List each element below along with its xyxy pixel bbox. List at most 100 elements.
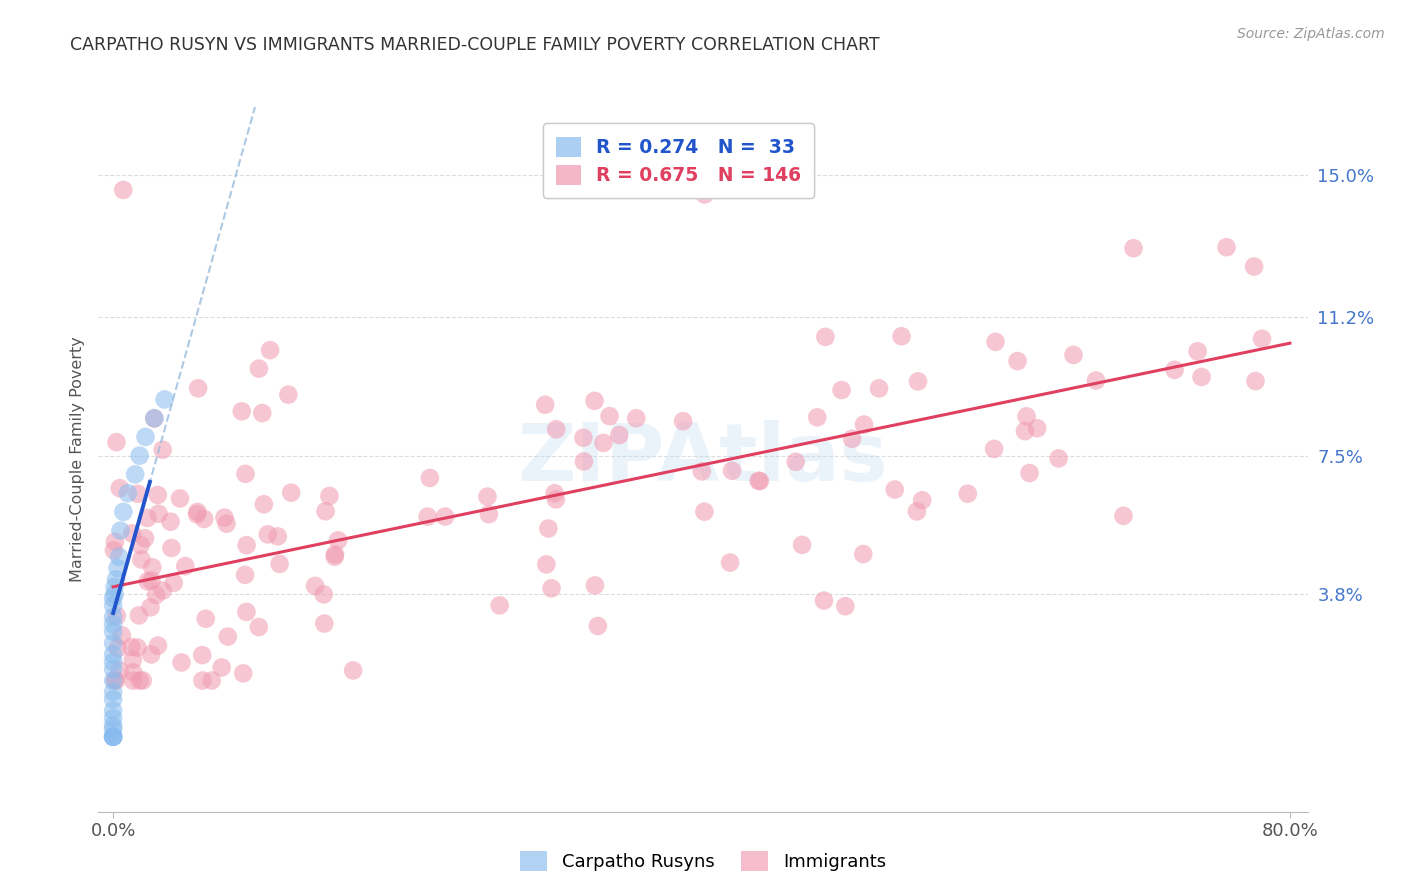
Point — [105, 572, 128, 586]
Point — [868, 381, 890, 395]
Point — [101, 648, 124, 662]
Point — [191, 673, 214, 688]
Point — [253, 497, 276, 511]
Point — [107, 641, 129, 656]
Point — [592, 436, 614, 450]
Point — [280, 485, 302, 500]
Point — [152, 583, 174, 598]
Point — [128, 608, 150, 623]
Point — [806, 410, 828, 425]
Point — [105, 435, 128, 450]
Point — [478, 508, 501, 522]
Point — [984, 334, 1007, 349]
Point — [101, 609, 124, 624]
Point — [983, 442, 1005, 456]
Point — [112, 183, 135, 197]
Point — [101, 730, 124, 744]
Point — [693, 187, 716, 202]
Point — [233, 567, 256, 582]
Point — [318, 489, 340, 503]
Point — [905, 504, 928, 518]
Point — [572, 431, 595, 445]
Point — [101, 711, 124, 725]
Point — [748, 474, 770, 488]
Point — [169, 491, 191, 506]
Point — [626, 411, 648, 425]
Point — [477, 490, 499, 504]
Point — [191, 648, 214, 662]
Point — [122, 665, 145, 680]
Point — [1187, 344, 1209, 359]
Point — [187, 381, 209, 395]
Point — [129, 538, 152, 552]
Point — [101, 730, 124, 744]
Point — [103, 543, 125, 558]
Point — [315, 504, 337, 518]
Point — [101, 617, 124, 632]
Point — [148, 507, 170, 521]
Point — [831, 383, 853, 397]
Point — [101, 730, 124, 744]
Point — [146, 639, 169, 653]
Point — [104, 673, 127, 688]
Point — [143, 411, 166, 425]
Point — [101, 624, 124, 639]
Point — [911, 493, 934, 508]
Point — [108, 481, 131, 495]
Point — [174, 559, 197, 574]
Point — [314, 616, 336, 631]
Legend: R = 0.274   N =  33, R = 0.675   N = 146: R = 0.274 N = 33, R = 0.675 N = 146 — [543, 123, 814, 198]
Point — [201, 673, 224, 688]
Point — [105, 608, 128, 623]
Point — [186, 505, 208, 519]
Point — [607, 428, 630, 442]
Point — [231, 404, 253, 418]
Point — [304, 579, 326, 593]
Point — [1251, 332, 1274, 346]
Point — [853, 417, 876, 432]
Point — [718, 556, 741, 570]
Point — [101, 636, 124, 650]
Point — [813, 593, 835, 607]
Point — [101, 692, 124, 706]
Point — [1215, 240, 1237, 254]
Point — [141, 560, 163, 574]
Point — [534, 398, 557, 412]
Point — [211, 660, 233, 674]
Point — [152, 442, 174, 457]
Point — [907, 375, 929, 389]
Point — [1112, 508, 1135, 523]
Point — [134, 531, 156, 545]
Text: CARPATHO RUSYN VS IMMIGRANTS MARRIED-COUPLE FAMILY POVERTY CORRELATION CHART: CARPATHO RUSYN VS IMMIGRANTS MARRIED-COU… — [70, 36, 880, 54]
Point — [434, 509, 457, 524]
Point — [160, 541, 183, 555]
Point — [215, 516, 238, 531]
Point — [104, 673, 127, 688]
Point — [1007, 354, 1029, 368]
Point — [153, 392, 176, 407]
Point — [101, 730, 124, 744]
Point — [131, 552, 153, 566]
Point — [136, 511, 159, 525]
Y-axis label: Married-Couple Family Poverty: Married-Couple Family Poverty — [69, 336, 84, 582]
Point — [101, 673, 124, 688]
Point — [101, 723, 124, 737]
Point — [146, 488, 169, 502]
Point — [312, 587, 335, 601]
Point — [104, 587, 127, 601]
Point — [132, 673, 155, 688]
Point — [583, 578, 606, 592]
Point — [136, 574, 159, 589]
Point — [122, 673, 145, 688]
Point — [117, 486, 139, 500]
Point — [1015, 409, 1038, 424]
Point — [834, 599, 856, 614]
Point — [1018, 466, 1040, 480]
Point — [111, 628, 134, 642]
Point — [572, 454, 595, 468]
Point — [134, 430, 156, 444]
Point — [141, 648, 163, 662]
Point — [790, 538, 813, 552]
Point — [139, 600, 162, 615]
Point — [217, 630, 239, 644]
